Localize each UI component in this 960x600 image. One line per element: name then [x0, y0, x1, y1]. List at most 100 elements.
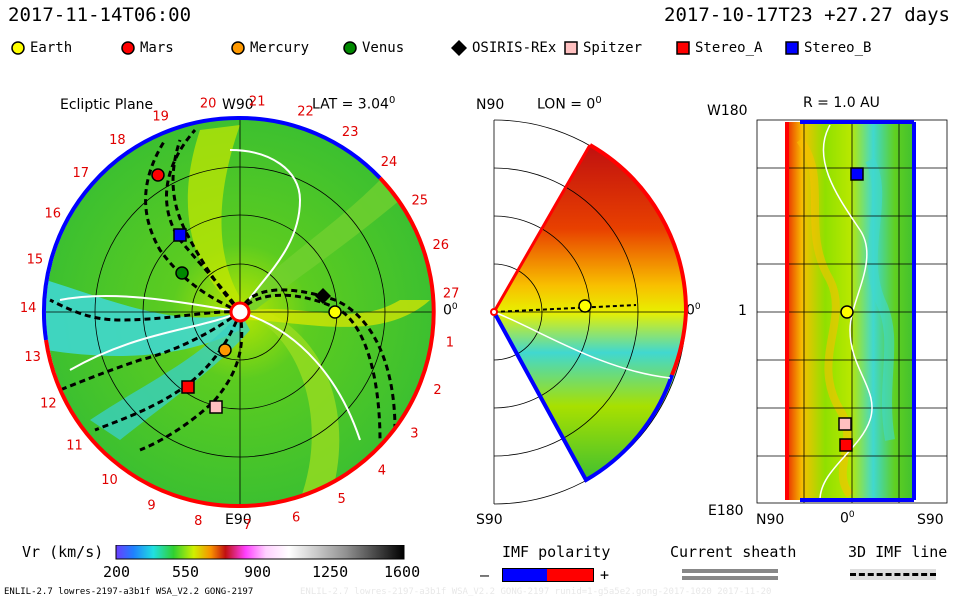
day-tick-label: 4: [378, 464, 386, 479]
day-tick-label: 16: [45, 207, 62, 222]
meridional-zero: 0: [686, 302, 695, 319]
mars-marker: [151, 168, 165, 182]
current-sheath-label: Current sheath: [670, 543, 797, 561]
mercator-zero-label: 00: [840, 510, 855, 527]
r-label: R = 1.0 AU: [803, 95, 880, 111]
imf-positive-swatch: [547, 568, 594, 582]
footer-run-info: ENLIL-2.7 lowres-2197-a3b1f WSA_V2.2 GON…: [4, 587, 254, 597]
day-tick-label: 6: [292, 511, 300, 526]
lon-degree: 0: [595, 95, 602, 106]
legend-label: Mercury: [250, 40, 310, 56]
w180-label: W180: [707, 103, 748, 119]
time-stamp: 2017-11-14T06:00: [8, 4, 192, 26]
venus-marker: [175, 266, 189, 280]
legend-stereo-b: Stereo_B: [784, 38, 871, 58]
imf-negative-swatch: [502, 568, 549, 582]
day-tick-label: 12: [40, 397, 57, 412]
w90-label: W90: [222, 97, 254, 113]
mercator-s90: S90: [917, 512, 944, 528]
run-elapsed: 2017-10-17T23 +27.27 days: [664, 4, 950, 26]
legend-osiris-rex: OSIRIS-REx: [450, 38, 556, 58]
mercator-zero: 0: [840, 510, 849, 527]
mercator-n90: N90: [756, 512, 785, 528]
legend-mars: Mars: [120, 38, 174, 58]
stereo-a-icon: [676, 41, 690, 55]
spitzer-marker: [209, 400, 223, 414]
legend-spitzer: Spitzer: [563, 38, 642, 58]
legend-label: Earth: [30, 40, 73, 56]
day-tick-label: 11: [66, 439, 83, 454]
day-tick-label: 24: [381, 155, 398, 170]
day-tick-label: 1: [446, 336, 454, 351]
earth-icon: [11, 41, 25, 55]
colorbar-tick: 550: [172, 563, 200, 581]
stereo-a-marker: [839, 438, 853, 452]
day-tick-label: 9: [147, 499, 155, 514]
legend-label: Mars: [140, 40, 174, 56]
day-tick-label: 18: [109, 133, 126, 148]
lat-value: LAT = 3.04: [312, 96, 389, 113]
day-tick-label: 27: [443, 286, 460, 301]
colorbar-tick: 1250: [312, 563, 349, 581]
e180-label: E180: [708, 503, 744, 519]
stereo-b-icon: [785, 41, 799, 55]
day-tick-label: 19: [152, 109, 169, 124]
current-sheath-swatch: [682, 576, 778, 580]
mars-icon: [121, 41, 135, 55]
colorbar-tick: 1600: [384, 563, 421, 581]
e90-label: E90: [225, 512, 252, 528]
imf3d-label: 3D IMF line: [848, 543, 948, 561]
imf-minus: –: [480, 566, 490, 584]
earth-marker: [328, 305, 342, 319]
mercator-zero-degree: 0: [848, 510, 855, 520]
legend-stereo-a: Stereo_A: [675, 38, 762, 58]
day-tick-label: 7: [243, 518, 251, 533]
day-tick-label: 3: [410, 427, 418, 442]
meridional-zero-degree: 0: [694, 302, 701, 312]
stereo-a-marker: [181, 380, 195, 394]
sun-icon: [229, 301, 251, 323]
wind-band: [240, 180, 400, 318]
mercator-one: 1: [738, 303, 747, 319]
wind-band: [240, 305, 340, 500]
meridional-imf-line: [493, 304, 637, 313]
meridional-n90: N90: [476, 97, 505, 113]
legend-mercury: Mercury: [230, 38, 309, 58]
wind-band: [90, 312, 250, 440]
osiris-rex-icon: [451, 40, 467, 56]
lat-degree: 0: [388, 95, 396, 106]
spitzer-marker: [838, 417, 852, 431]
day-tick-label: 8: [194, 514, 202, 529]
earth-marker: [840, 305, 854, 319]
lat-label: LAT = 3.040: [312, 95, 395, 113]
lon-label: LON = 00: [537, 95, 602, 113]
day-tick-label: 10: [101, 473, 118, 488]
earth-marker: [578, 299, 592, 313]
legend-label: Stereo_B: [804, 40, 872, 56]
day-tick-label: 13: [24, 350, 41, 365]
meridional-zero-label: 00: [686, 302, 701, 319]
imf-polarity-label: IMF polarity: [502, 543, 611, 561]
day-tick-label: 21: [249, 95, 266, 110]
colorbar: [115, 545, 405, 560]
legend-venus: Venus: [342, 38, 404, 58]
lon-value: LON = 0: [537, 96, 596, 113]
day-tick-label: 15: [27, 252, 44, 267]
osiris-rex-marker: [315, 288, 331, 304]
colorbar-tick: 200: [103, 563, 131, 581]
mercury-marker: [218, 343, 232, 357]
legend-earth: Earth: [10, 38, 72, 58]
stereo-b-marker: [173, 228, 187, 242]
spitzer-icon: [564, 41, 578, 55]
ecliptic-zero: 0: [443, 302, 452, 319]
day-tick-label: 20: [200, 96, 217, 111]
venus-icon: [343, 41, 357, 55]
current-sheath-swatch: [682, 569, 778, 573]
ecliptic-zero-degree: 0: [451, 302, 458, 312]
legend-label: OSIRIS-REx: [472, 40, 557, 56]
day-tick-label: 17: [73, 166, 90, 181]
